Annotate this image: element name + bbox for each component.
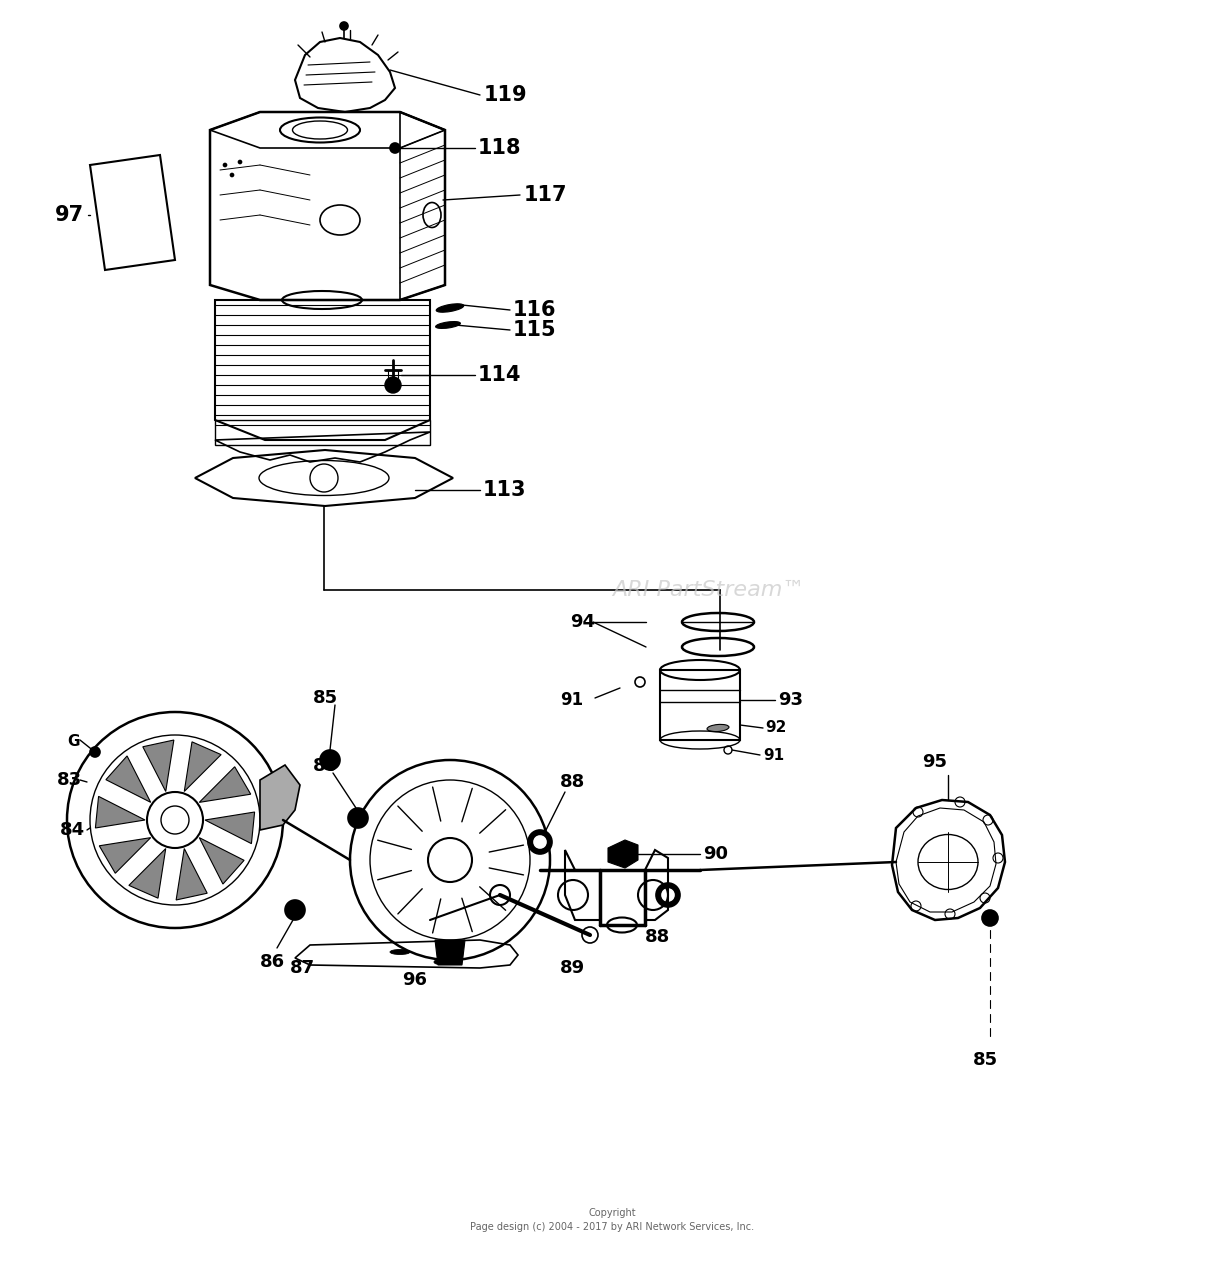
Text: 91: 91	[561, 692, 583, 709]
Text: 97: 97	[55, 204, 84, 225]
Circle shape	[224, 164, 226, 167]
Polygon shape	[106, 756, 151, 803]
Text: 117: 117	[524, 186, 568, 204]
Polygon shape	[176, 848, 207, 900]
Text: G: G	[67, 734, 80, 750]
Text: 95: 95	[923, 753, 947, 771]
Text: 116: 116	[513, 300, 557, 321]
Text: 88: 88	[645, 928, 671, 946]
Circle shape	[340, 21, 348, 30]
Text: 85: 85	[312, 689, 338, 707]
Circle shape	[656, 883, 681, 907]
Circle shape	[528, 830, 552, 854]
Circle shape	[239, 160, 241, 164]
Polygon shape	[143, 740, 174, 791]
Polygon shape	[204, 811, 255, 843]
Ellipse shape	[435, 959, 446, 964]
Circle shape	[348, 808, 368, 828]
Text: 86: 86	[259, 953, 285, 970]
Circle shape	[285, 900, 305, 920]
Circle shape	[386, 377, 401, 392]
Ellipse shape	[436, 322, 460, 328]
Text: 115: 115	[513, 321, 557, 339]
Text: 91: 91	[763, 747, 785, 762]
Circle shape	[662, 888, 674, 901]
Text: 88: 88	[561, 774, 585, 791]
Polygon shape	[608, 840, 638, 868]
Polygon shape	[200, 767, 251, 803]
Circle shape	[91, 747, 100, 757]
Text: ARI PartStream™: ARI PartStream™	[612, 581, 804, 599]
Circle shape	[390, 143, 400, 153]
Text: 92: 92	[765, 721, 786, 736]
Ellipse shape	[707, 724, 730, 732]
Text: 84: 84	[60, 822, 86, 839]
Text: 94: 94	[570, 613, 595, 631]
Text: 118: 118	[479, 138, 521, 158]
Polygon shape	[185, 742, 222, 791]
Polygon shape	[99, 838, 151, 873]
Polygon shape	[259, 765, 300, 830]
Circle shape	[534, 835, 546, 848]
Polygon shape	[200, 838, 244, 885]
Text: 87: 87	[290, 959, 315, 977]
Text: 90: 90	[703, 846, 728, 863]
Text: 93: 93	[778, 692, 803, 709]
Circle shape	[319, 750, 340, 770]
Text: 86: 86	[313, 757, 338, 775]
Text: 89: 89	[561, 959, 585, 977]
Text: 85: 85	[972, 1051, 998, 1069]
Ellipse shape	[390, 949, 410, 954]
Circle shape	[230, 173, 234, 177]
Polygon shape	[129, 848, 165, 899]
Polygon shape	[95, 796, 144, 828]
Text: Copyright
Page design (c) 2004 - 2017 by ARI Network Services, Inc.: Copyright Page design (c) 2004 - 2017 by…	[470, 1208, 754, 1232]
Text: 96: 96	[403, 970, 427, 989]
Text: 114: 114	[479, 365, 521, 385]
Ellipse shape	[436, 304, 464, 312]
Text: 119: 119	[483, 85, 528, 105]
Circle shape	[982, 910, 998, 926]
Polygon shape	[435, 940, 465, 965]
Text: 83: 83	[58, 771, 82, 789]
Text: 113: 113	[483, 480, 526, 500]
Bar	[660, 670, 741, 740]
